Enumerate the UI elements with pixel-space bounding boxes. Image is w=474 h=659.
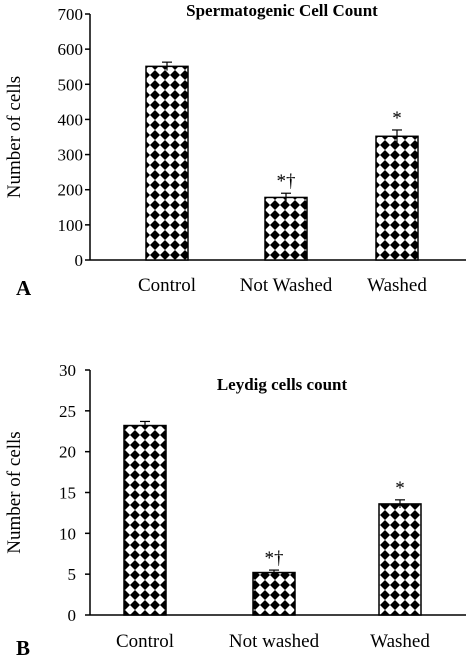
category-label: Control xyxy=(116,631,174,652)
error-bar xyxy=(162,61,172,71)
category-label: Control xyxy=(138,275,196,296)
y-axis-label: Number of cells xyxy=(4,431,25,553)
chart-panel-a: Spermatogenic Cell Count 0 100 200 300 400 500… xyxy=(4,1,466,300)
significance-marker: *† xyxy=(277,171,296,192)
bar-control xyxy=(123,424,167,616)
y-tick-label: 200 xyxy=(58,181,84,200)
y-tick-label: 25 xyxy=(59,402,76,421)
chart-title: Leydig cells count xyxy=(217,375,348,394)
bar-washed xyxy=(378,503,422,616)
bar-washed xyxy=(375,135,419,261)
error-bar xyxy=(140,420,150,430)
chart-title: Spermatogenic Cell Count xyxy=(186,1,378,20)
error-bar xyxy=(395,499,405,509)
y-tick-label: 300 xyxy=(58,146,84,165)
y-tick-label: 500 xyxy=(58,75,84,94)
y-tick-label: 400 xyxy=(58,110,84,129)
y-tick-label: 10 xyxy=(59,524,76,543)
error-bar xyxy=(392,129,402,143)
y-tick-label: 15 xyxy=(59,484,76,503)
y-axis-label: Number of cells xyxy=(4,76,25,198)
error-bar xyxy=(281,192,291,202)
category-label: Washed xyxy=(370,631,430,652)
y-tick-label: 5 xyxy=(68,565,77,584)
y-tick-label: 0 xyxy=(75,251,84,270)
y-tick-label: 0 xyxy=(68,606,77,625)
y-tick-label: 600 xyxy=(58,40,84,59)
bar-not-washed xyxy=(252,571,296,616)
bar-control xyxy=(145,65,189,261)
y-tick-label: 30 xyxy=(59,361,76,380)
significance-marker: *† xyxy=(265,548,284,569)
category-label: Washed xyxy=(367,275,427,296)
bar-not-washed xyxy=(264,196,308,261)
category-label: Not Washed xyxy=(240,275,333,296)
y-tick-label: 100 xyxy=(58,216,84,235)
y-tick-label: 700 xyxy=(58,5,84,24)
panel-label: A xyxy=(16,276,32,300)
category-label: Not washed xyxy=(229,631,320,652)
chart-panel-b: Leydig cells count 0 5 10 15 20 25 30 Number of … xyxy=(4,361,466,659)
significance-marker: * xyxy=(392,108,402,129)
y-tick-label: 20 xyxy=(59,443,76,462)
error-bar xyxy=(269,569,279,575)
panel-label: B xyxy=(16,636,30,659)
significance-marker: * xyxy=(395,478,405,499)
